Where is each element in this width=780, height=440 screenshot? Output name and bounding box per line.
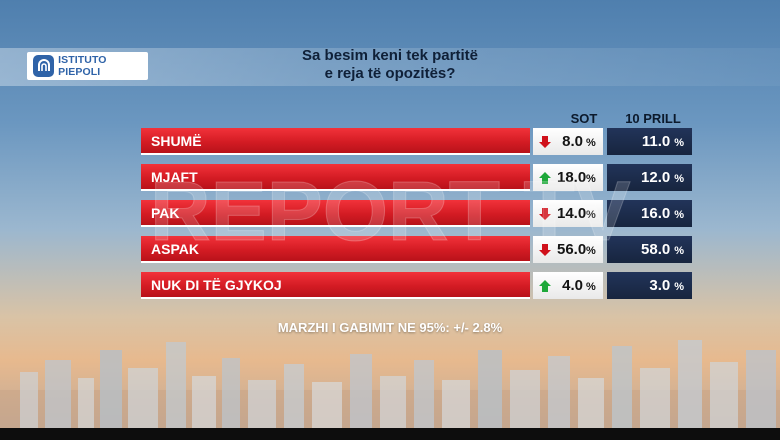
trend-down-icon xyxy=(539,207,551,220)
previous-value: 12.0 xyxy=(641,169,671,186)
sot-value-box: 8.0 % xyxy=(533,128,603,155)
row-label: SHUMË xyxy=(141,128,530,155)
row-label: NUK DI TË GJYKOJ xyxy=(141,272,530,299)
previous-value-box: 11.0 % xyxy=(607,128,692,155)
column-header-sot: SOT xyxy=(570,111,598,126)
percent-sign: % xyxy=(586,280,596,293)
percent-sign: % xyxy=(586,208,596,221)
row-label: PAK xyxy=(141,200,530,227)
previous-value-box: 58.0 % xyxy=(607,236,692,263)
percent-sign: % xyxy=(674,244,684,257)
sot-value-box: 14.0 % xyxy=(533,200,603,227)
sot-value-box: 4.0 % xyxy=(533,272,603,299)
column-header-previous: 10 PRILL xyxy=(625,111,681,126)
sot-value: 4.0 xyxy=(562,277,583,294)
sot-value: 56.0 xyxy=(557,241,587,258)
trend-up-icon xyxy=(539,171,551,184)
trend-down-icon xyxy=(539,243,551,256)
percent-sign: % xyxy=(586,244,596,257)
logo-text: ISTITUTO PIEPOLI xyxy=(58,54,107,78)
percent-sign: % xyxy=(674,208,684,221)
previous-value-box: 3.0 % xyxy=(607,272,692,299)
row-label: MJAFT xyxy=(141,164,530,191)
percent-sign: % xyxy=(674,280,684,293)
margin-of-error-note: MARZHI I GABIMIT NE 95%: +/- 2.8% xyxy=(277,320,503,335)
previous-value-box: 12.0 % xyxy=(607,164,692,191)
percent-sign: % xyxy=(674,172,684,185)
sot-value: 18.0 xyxy=(557,169,587,186)
percent-sign: % xyxy=(674,136,684,149)
sot-value: 8.0 xyxy=(562,133,583,150)
percent-sign: % xyxy=(586,136,596,149)
row-label: ASPAK xyxy=(141,236,530,263)
sot-value: 14.0 xyxy=(557,205,587,222)
poll-question: Sa besim keni tek partitë e reja të opoz… xyxy=(230,47,550,83)
sot-value-box: 56.0 % xyxy=(533,236,603,263)
city-skyline-background xyxy=(0,340,780,440)
percent-sign: % xyxy=(586,172,596,185)
previous-value: 11.0 xyxy=(641,133,671,150)
previous-value: 3.0 xyxy=(649,277,671,294)
trend-down-icon xyxy=(539,135,551,148)
question-line-1: Sa besim keni tek partitë xyxy=(302,47,478,64)
previous-value-box: 16.0 % xyxy=(607,200,692,227)
previous-value: 16.0 xyxy=(641,205,671,222)
piepoli-logo-icon xyxy=(33,55,55,77)
question-line-2: e reja të opozitës? xyxy=(324,65,456,82)
sot-value-box: 18.0 % xyxy=(533,164,603,191)
previous-value: 58.0 xyxy=(641,241,671,258)
istituto-piepoli-logo: ISTITUTO PIEPOLI xyxy=(27,52,148,80)
trend-up-icon xyxy=(539,279,551,292)
